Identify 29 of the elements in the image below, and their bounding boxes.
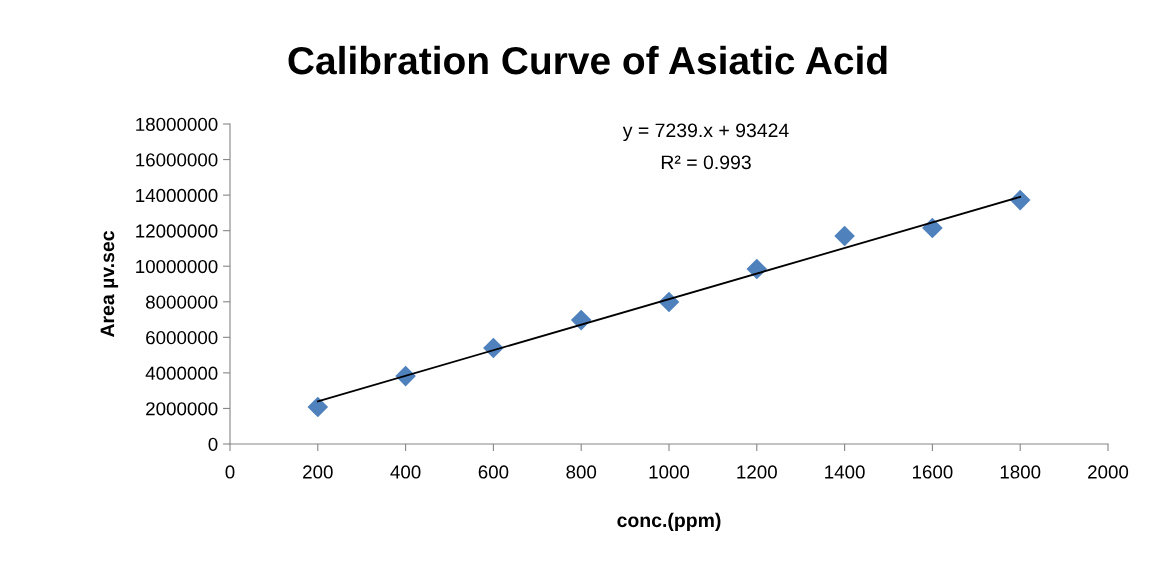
x-tick-label: 2000 <box>1088 465 1129 479</box>
x-tick-label: 1400 <box>825 465 865 479</box>
y-tick-label: 14000000 <box>136 188 218 203</box>
x-tick-label: 1800 <box>1000 465 1041 479</box>
x-tick-label: 600 <box>478 465 509 479</box>
y-tick-label: 2000000 <box>146 402 218 416</box>
y-axis-title: Area µv.sec <box>100 231 119 338</box>
x-tick-label: 200 <box>303 465 333 479</box>
y-tick-label: 8000000 <box>146 295 218 309</box>
x-axis-title: conc.(ppm) <box>617 512 721 531</box>
y-tick-label: 16000000 <box>136 153 218 167</box>
annotation: R² = 0.993 <box>661 155 751 170</box>
x-tick-label: 1000 <box>649 465 690 479</box>
point <box>1009 189 1031 211</box>
x-tick-label: 400 <box>390 465 421 479</box>
x-tick-label: 800 <box>566 465 597 479</box>
y-tick-label: 10000000 <box>136 259 218 274</box>
annotation: y = 7239.x + 93424 <box>622 123 789 142</box>
y-tick-label: 6000000 <box>146 331 218 345</box>
y-tick-label: 18000000 <box>136 117 218 131</box>
y-tick-label: 4000000 <box>145 366 218 380</box>
x-tick-label: 1200 <box>737 465 777 479</box>
x-tick-label: 1600 <box>912 465 953 479</box>
y-tick-label: 0 <box>208 437 218 451</box>
x-tick-label: 0 <box>225 465 235 479</box>
y-tick-label: 12000000 <box>136 224 218 238</box>
point <box>834 225 855 247</box>
chart-title: Calibration Curve of Asiatic Acid <box>288 45 887 75</box>
point <box>307 396 329 418</box>
